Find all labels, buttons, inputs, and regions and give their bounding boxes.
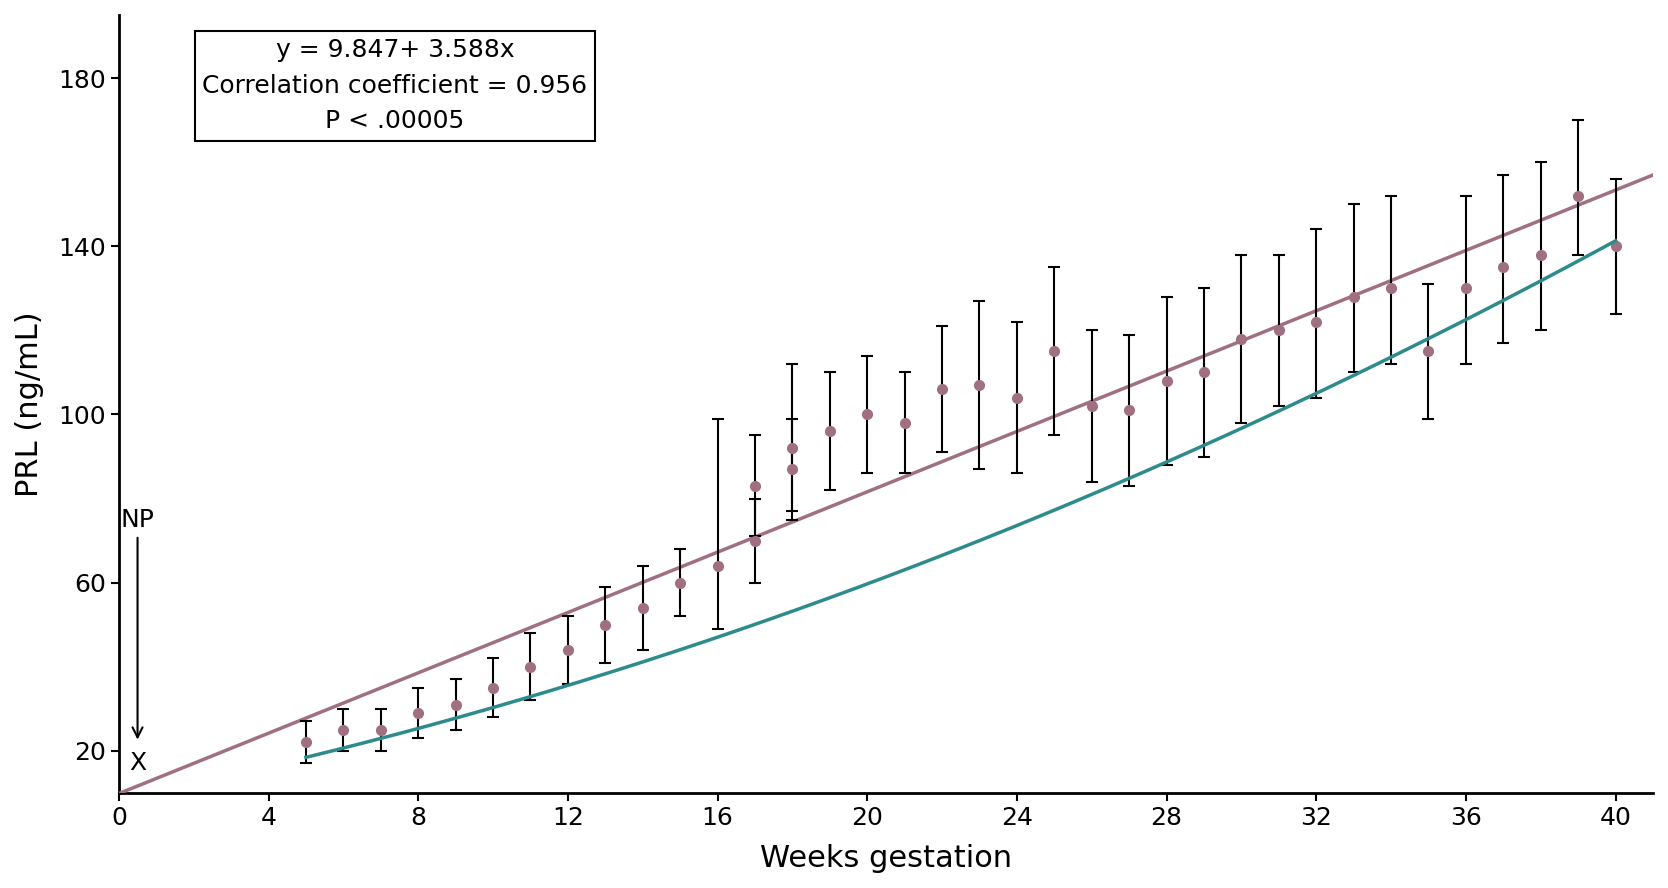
Text: X: X [128, 751, 147, 775]
Y-axis label: PRL (ng/mL): PRL (ng/mL) [15, 311, 43, 496]
X-axis label: Weeks gestation: Weeks gestation [761, 844, 1012, 873]
Text: y = 9.847+ 3.588x
Correlation coefficient = 0.956
P < .00005: y = 9.847+ 3.588x Correlation coefficien… [202, 38, 587, 133]
Text: NP: NP [120, 508, 155, 737]
